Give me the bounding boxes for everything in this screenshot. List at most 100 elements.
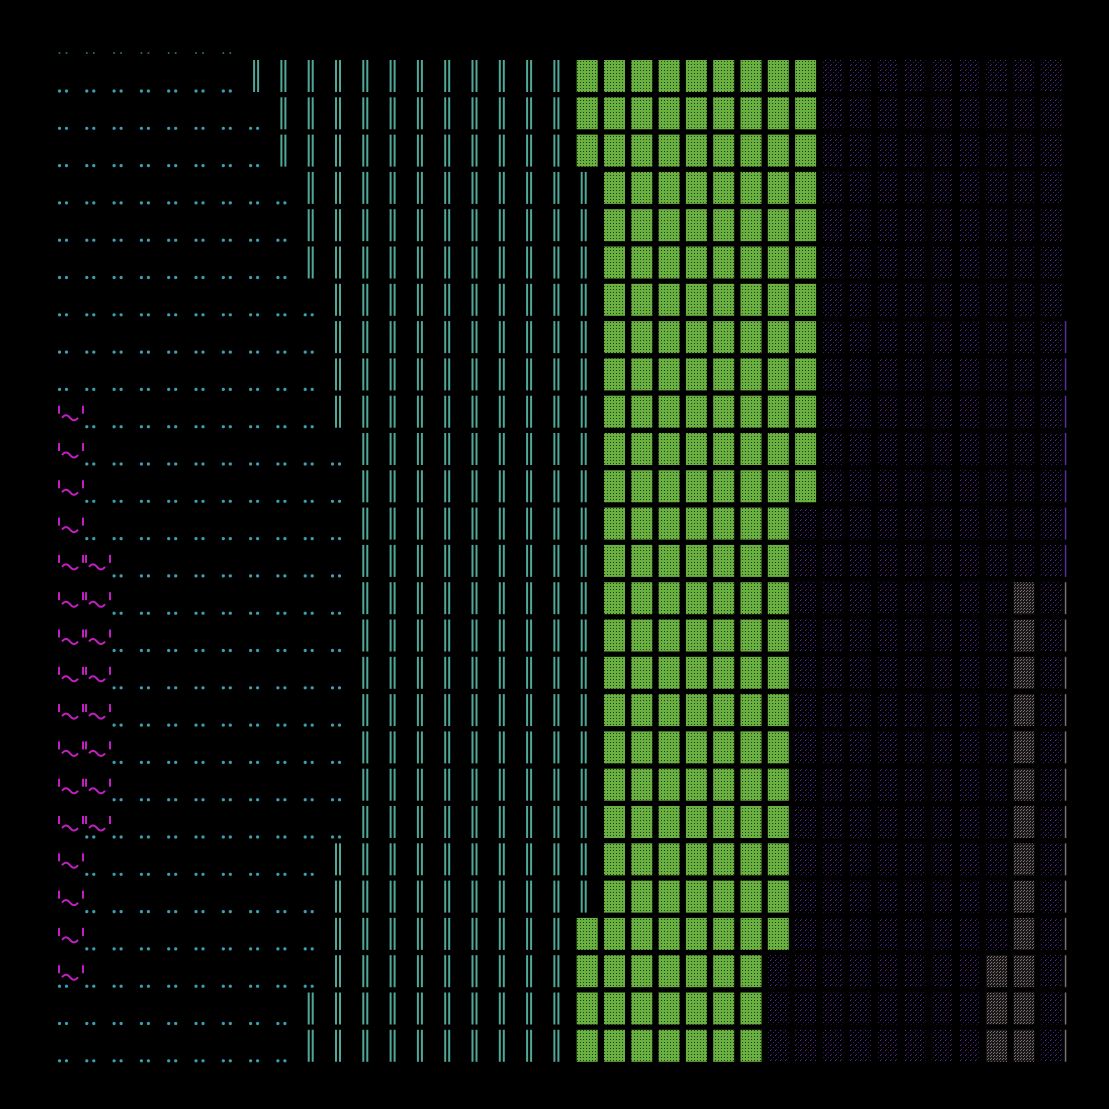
dot: [139, 126, 143, 130]
purple-dots: [849, 544, 871, 577]
dot: [85, 462, 89, 466]
double-bar: [389, 171, 392, 204]
dot: [119, 648, 123, 653]
dot: [112, 872, 116, 876]
dot: [194, 984, 198, 988]
double-bar: [393, 880, 396, 913]
green-block: [713, 880, 735, 913]
dot: [112, 798, 116, 802]
dot: [330, 574, 335, 578]
double-bar: [389, 656, 392, 689]
green-block: [658, 731, 680, 764]
dot: [221, 574, 225, 578]
edge-line: [1064, 470, 1067, 503]
double-bar: [420, 544, 423, 577]
double-bar: [502, 992, 505, 1025]
green-block: [740, 768, 762, 801]
green-block: [685, 60, 707, 92]
purple-dots: [767, 992, 789, 1025]
double-bar: [444, 246, 447, 279]
purple-dots: [904, 843, 926, 876]
double-bar: [393, 843, 396, 876]
dot: [174, 350, 178, 354]
face-right-eye: [82, 927, 84, 936]
dot: [119, 164, 123, 168]
double-bar: [284, 60, 287, 92]
dot: [112, 760, 116, 765]
purple-dots: [877, 283, 898, 316]
dot: [330, 686, 335, 690]
dot: [249, 425, 253, 429]
dot: [167, 686, 171, 690]
green-block: [767, 843, 789, 876]
double-bar: [526, 209, 529, 242]
dot: [174, 275, 178, 280]
dot: [112, 164, 116, 168]
double-bar: [530, 1029, 533, 1062]
double-bar: [580, 321, 583, 354]
dot: [201, 1059, 205, 1063]
double-bar: [389, 917, 392, 950]
double-bar: [444, 283, 447, 316]
dot: [139, 984, 143, 988]
double-bar: [580, 768, 583, 801]
dot: [139, 462, 143, 466]
green-block: [713, 843, 735, 876]
dot: [221, 238, 225, 242]
double-bar: [393, 656, 396, 689]
dot: [64, 1021, 69, 1026]
purple-dots: [904, 656, 926, 689]
double-bar: [393, 134, 396, 167]
grey-block: [986, 955, 1008, 988]
double-bar: [471, 358, 474, 391]
double-bar: [584, 433, 587, 465]
dot: [276, 201, 280, 205]
double-bar: [448, 1029, 451, 1062]
dot: [229, 52, 232, 54]
double-bar: [444, 694, 447, 727]
dot: [112, 238, 116, 242]
green-block: [767, 507, 789, 540]
purple-dots: [1040, 768, 1062, 801]
face-left-eye: [58, 554, 60, 563]
green-block: [740, 731, 762, 764]
purple-dots: [849, 283, 871, 316]
face-left-eye: [58, 592, 60, 601]
dot: [228, 1059, 232, 1063]
double-bar: [444, 60, 447, 92]
purple-dots: [931, 582, 953, 615]
dot: [167, 798, 171, 802]
double-bar: [475, 321, 478, 354]
double-bar: [498, 507, 501, 540]
dot: [256, 350, 260, 354]
purple-dots: [986, 395, 1008, 428]
double-bar: [366, 656, 369, 689]
dot: [276, 910, 280, 914]
dot: [228, 89, 232, 93]
dot: [283, 611, 287, 615]
dot: [57, 89, 62, 93]
double-bar: [280, 97, 283, 130]
dot: [65, 52, 68, 54]
double-bar: [389, 619, 392, 652]
purple-dots: [931, 209, 953, 242]
double-bar: [553, 992, 556, 1025]
dot: [221, 537, 225, 541]
dot: [310, 499, 314, 503]
green-block: [713, 992, 735, 1025]
purple-dots: [1013, 433, 1035, 465]
dot: [228, 760, 232, 765]
double-bar: [502, 694, 505, 727]
dot: [146, 238, 150, 242]
double-bar: [557, 656, 560, 689]
green-block: [631, 582, 653, 615]
purple-dots: [904, 955, 926, 988]
dot: [85, 947, 89, 951]
dot: [276, 648, 280, 653]
dot: [57, 1021, 62, 1026]
double-bar: [416, 246, 419, 279]
dot: [228, 537, 232, 541]
green-block: [631, 544, 653, 577]
double-bar: [580, 656, 583, 689]
green-block: [713, 955, 735, 988]
